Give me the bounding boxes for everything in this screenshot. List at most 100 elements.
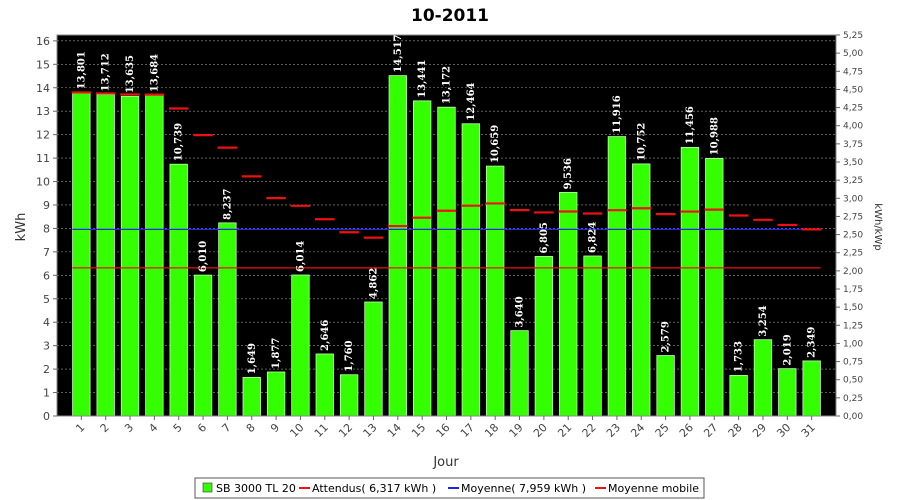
x-tick-label: 1 — [73, 421, 87, 435]
y-axis-right-label: kWh/kWp — [872, 203, 883, 250]
x-tick-label: 27 — [701, 421, 720, 440]
data-label: 8,237 — [222, 189, 233, 220]
x-tick-label: 21 — [555, 421, 574, 440]
bar — [96, 94, 115, 417]
x-tick-label: 28 — [726, 421, 745, 440]
data-label: 3,640 — [515, 296, 526, 327]
y-right-tick-label: 2,00 — [843, 267, 863, 277]
legend-label: Moyenne mobile — [608, 482, 699, 495]
bar — [339, 374, 359, 417]
legend-swatch — [202, 482, 213, 493]
data-label: 11,456 — [685, 106, 696, 144]
data-label: 10,752 — [636, 123, 647, 161]
y-tick-label: 10 — [36, 176, 50, 189]
bar — [607, 136, 627, 417]
y-axis-label: kWh — [14, 213, 29, 242]
bar — [802, 360, 821, 417]
x-tick-label: 11 — [312, 421, 331, 440]
bar — [729, 374, 748, 417]
data-label: 6,014 — [295, 241, 306, 272]
data-label: 13,801 — [76, 51, 87, 89]
x-tick-label: 9 — [268, 421, 282, 435]
bar — [315, 353, 334, 417]
data-label: 10,659 — [490, 125, 501, 163]
bar — [145, 94, 164, 417]
data-label: 2,019 — [782, 334, 793, 365]
bar — [705, 157, 724, 417]
x-tick-label: 18 — [482, 421, 501, 440]
data-label: 13,635 — [125, 55, 136, 93]
y-right-tick-label: 4,75 — [843, 67, 863, 77]
x-tick-label: 20 — [531, 421, 550, 440]
data-label: 1,733 — [734, 341, 745, 372]
y-tick-label: 14 — [36, 82, 50, 95]
x-tick-label: 14 — [385, 421, 404, 440]
x-axis-label: Jour — [432, 455, 459, 470]
y-right-tick-label: 2,50 — [843, 231, 863, 241]
data-label: 1,760 — [344, 340, 355, 371]
bar — [266, 371, 286, 417]
y-tick-label: 5 — [43, 293, 50, 306]
y-right-tick-label: 1,00 — [843, 339, 863, 349]
y-tick-label: 1 — [43, 387, 50, 400]
bar — [632, 163, 651, 417]
data-label: 12,464 — [466, 82, 477, 120]
x-tick-label: 7 — [219, 421, 233, 435]
x-tick-label: 24 — [628, 421, 647, 440]
x-tick-label: 22 — [580, 421, 599, 440]
x-tick-label: 15 — [409, 421, 428, 440]
y-tick-label: 2 — [43, 363, 50, 376]
bar — [680, 147, 700, 417]
y-tick-label: 8 — [43, 222, 50, 235]
data-label: 11,916 — [612, 95, 623, 133]
y-right-tick-label: 1,50 — [843, 303, 863, 313]
data-label: 3,254 — [758, 305, 769, 336]
y-right-tick-label: 4,00 — [843, 122, 863, 132]
y-right-tick-label: 3,50 — [843, 158, 863, 168]
data-label: 6,824 — [588, 222, 599, 253]
x-tick-label: 16 — [434, 421, 453, 440]
data-label: 14,517 — [393, 34, 404, 72]
x-tick-label: 4 — [146, 421, 160, 435]
data-label: 13,172 — [442, 66, 453, 104]
data-label: 2,349 — [807, 327, 818, 358]
data-label: 10,739 — [174, 123, 185, 161]
x-tick-label: 29 — [750, 421, 769, 440]
y-right-tick-label: 0,00 — [843, 412, 863, 422]
bar — [388, 75, 407, 417]
x-tick-label: 5 — [171, 421, 185, 435]
bar — [510, 330, 529, 417]
data-label: 13,712 — [101, 53, 112, 91]
data-label: 4,862 — [368, 268, 379, 299]
y-tick-label: 4 — [43, 316, 50, 329]
legend-label: SB 3000 TL 20 — [216, 482, 296, 495]
data-label: 13,684 — [149, 54, 160, 92]
y-right-tick-label: 4,50 — [843, 85, 863, 95]
y-tick-label: 9 — [43, 199, 50, 212]
bar — [583, 255, 602, 417]
bar — [242, 376, 261, 417]
bar — [72, 92, 91, 417]
y-right-tick-label: 1,25 — [843, 321, 863, 331]
y-tick-label: 0 — [43, 410, 50, 423]
y-right-tick-label: 2,75 — [843, 212, 863, 222]
x-tick-label: 13 — [360, 421, 379, 440]
x-tick-label: 10 — [287, 421, 306, 440]
data-label: 2,579 — [661, 321, 672, 352]
y-right-tick-label: 0,75 — [843, 358, 863, 368]
data-label: 6,805 — [539, 222, 550, 253]
bar — [461, 123, 481, 417]
y-right-tick-label: 0,50 — [843, 376, 863, 386]
y-right-tick-label: 2,25 — [843, 249, 863, 259]
bar — [169, 163, 188, 417]
data-label: 9,536 — [563, 158, 574, 189]
chart-title: 10-2011 — [411, 6, 489, 26]
y-right-tick-label: 5,25 — [843, 31, 863, 41]
bar — [218, 222, 237, 417]
y-tick-label: 7 — [43, 246, 50, 259]
y-tick-label: 6 — [43, 269, 50, 282]
y-right-tick-label: 3,75 — [843, 140, 863, 150]
y-right-tick-label: 3,25 — [843, 176, 863, 186]
bar — [437, 106, 456, 417]
